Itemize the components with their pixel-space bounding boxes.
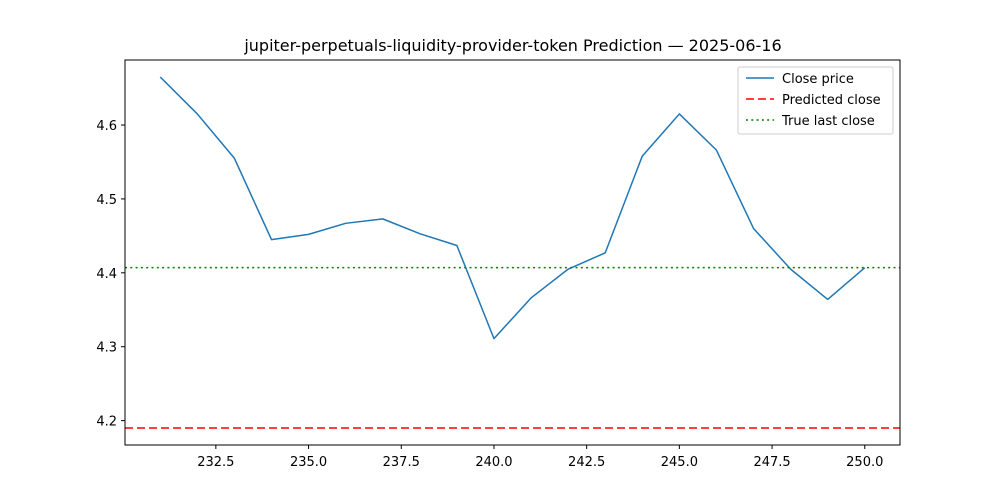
x-tick-label: 232.5 bbox=[197, 455, 234, 470]
x-tick-label: 247.5 bbox=[753, 455, 790, 470]
x-tick-label: 242.5 bbox=[568, 455, 605, 470]
legend-label-predicted-close: Predicted close bbox=[782, 93, 881, 108]
close-price-line bbox=[159, 76, 866, 340]
x-tick-label: 250.0 bbox=[846, 455, 883, 470]
y-tick-label: 4.6 bbox=[96, 119, 117, 134]
plot-area bbox=[125, 76, 900, 429]
legend-label-close-price: Close price bbox=[782, 72, 854, 87]
x-tick-label: 240.0 bbox=[475, 455, 512, 470]
y-tick-label: 4.3 bbox=[96, 341, 117, 356]
y-tick-label: 4.4 bbox=[96, 267, 117, 282]
legend: Close price Predicted close True last clos… bbox=[737, 66, 894, 135]
legend-label-true-last-close: True last close bbox=[781, 114, 875, 129]
x-tick-label: 235.0 bbox=[290, 455, 327, 470]
y-tick-label: 4.2 bbox=[96, 415, 117, 430]
x-tick-label: 237.5 bbox=[383, 455, 420, 470]
axes-frame bbox=[124, 59, 901, 446]
x-tick-label: 245.0 bbox=[661, 455, 698, 470]
legend-box bbox=[737, 66, 894, 135]
y-tick-label: 4.5 bbox=[96, 193, 117, 208]
axes: 232.5 235.0 237.5 240.0 242.5 245.0 247.5 250.0… bbox=[96, 59, 901, 470]
chart-title: jupiter-perpetuals-liquidity-provider-to… bbox=[243, 36, 781, 55]
